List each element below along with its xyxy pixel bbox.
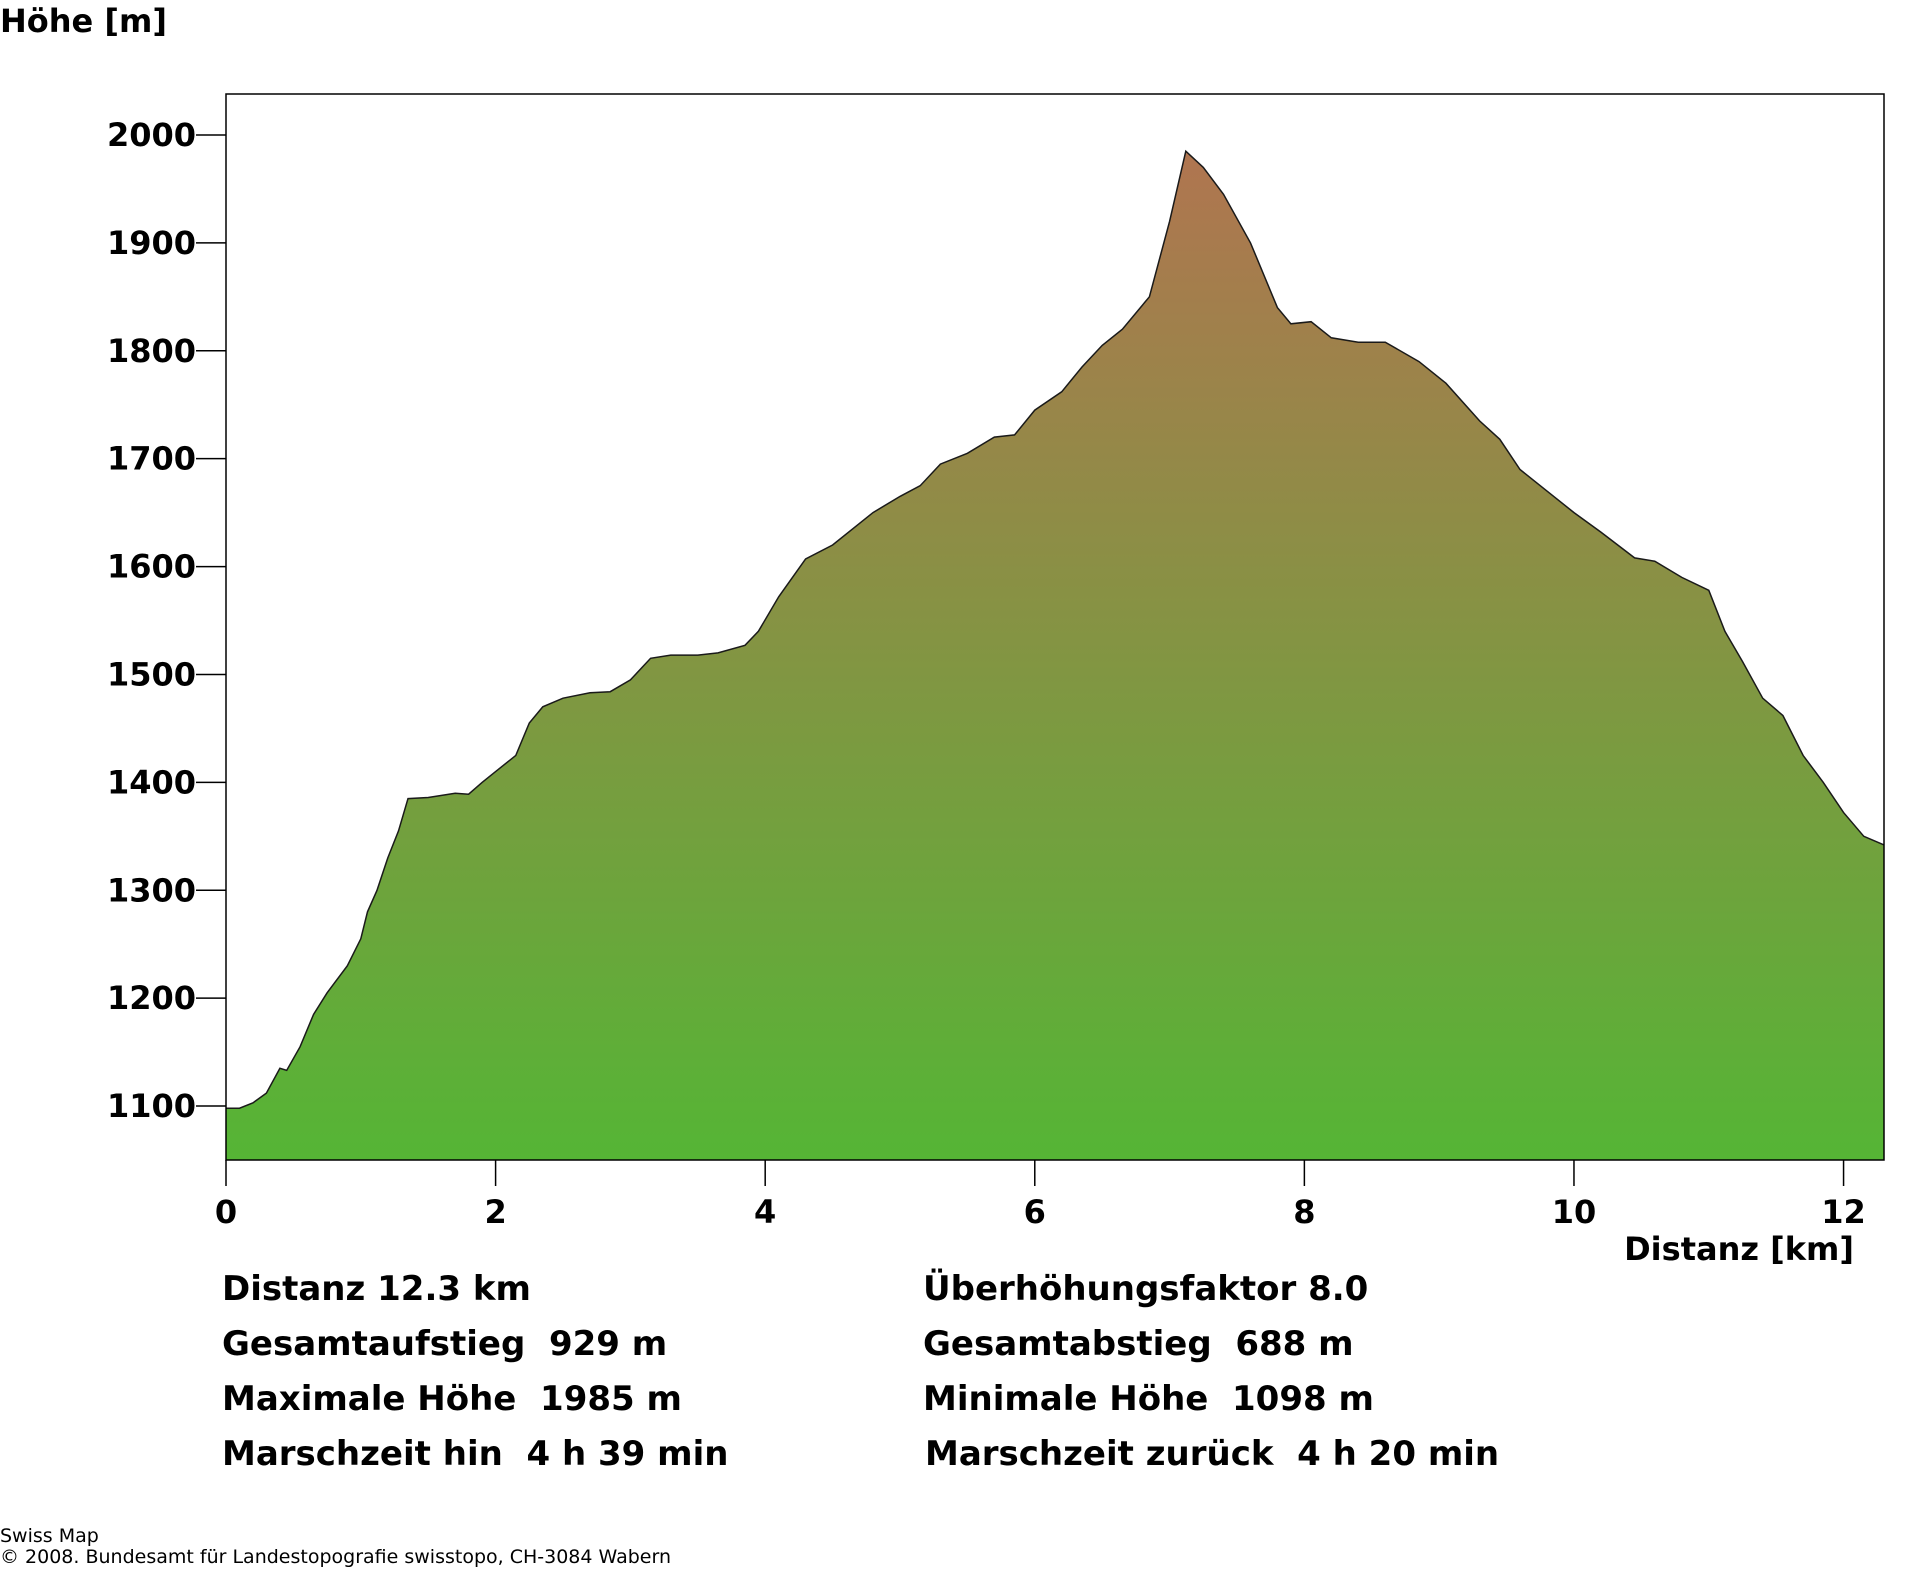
x-tick-label: 10	[1552, 1193, 1597, 1231]
x-tick-label: 8	[1293, 1193, 1315, 1231]
footer-copyright: © 2008. Bundesamt für Landestopografie s…	[0, 1546, 671, 1568]
elevation-profile-line	[226, 149, 1885, 1109]
stat-gesamtaufstieg: Gesamtaufstieg 929 m	[222, 1324, 668, 1364]
y-tick-label: 1400	[107, 763, 196, 801]
x-axis-label: Distanz [km]	[1624, 1230, 1854, 1268]
y-tick-label: 1500	[107, 655, 196, 693]
y-tick-label: 1100	[107, 1087, 196, 1125]
x-tick-label: 6	[1024, 1193, 1046, 1231]
y-tick-label: 1200	[107, 979, 196, 1017]
x-tick-label: 0	[215, 1193, 237, 1231]
y-tick-label: 1700	[107, 440, 196, 478]
stat-minimale-hoehe: Minimale Höhe 1098 m	[923, 1379, 1374, 1419]
x-tick-label: 4	[754, 1193, 776, 1231]
elevation-area	[226, 151, 1884, 1160]
y-axis-label: Höhe [m]	[0, 2, 167, 40]
stat-gesamtabstieg: Gesamtabstieg 688 m	[923, 1324, 1354, 1364]
stat-ueberhoehung: Überhöhungsfaktor 8.0	[923, 1269, 1369, 1309]
y-tick-label: 1800	[107, 332, 196, 370]
stat-marschzeit-hin: Marschzeit hin 4 h 39 min	[222, 1434, 729, 1474]
stat-maximale-hoehe: Maximale Höhe 1985 m	[222, 1379, 682, 1419]
x-tick-label: 12	[1821, 1193, 1866, 1231]
footer-source: Swiss Map	[0, 1525, 99, 1547]
y-tick-label: 2000	[107, 116, 196, 154]
x-tick-label: 2	[484, 1193, 506, 1231]
y-tick-label: 1900	[107, 224, 196, 262]
y-tick-label: 1600	[107, 548, 196, 586]
stat-distanz: Distanz 12.3 km	[222, 1269, 531, 1309]
stat-marschzeit-zurueck: Marschzeit zurück 4 h 20 min	[925, 1434, 1500, 1474]
plot-frame	[225, 93, 1885, 1161]
y-tick-label: 1300	[107, 871, 196, 909]
